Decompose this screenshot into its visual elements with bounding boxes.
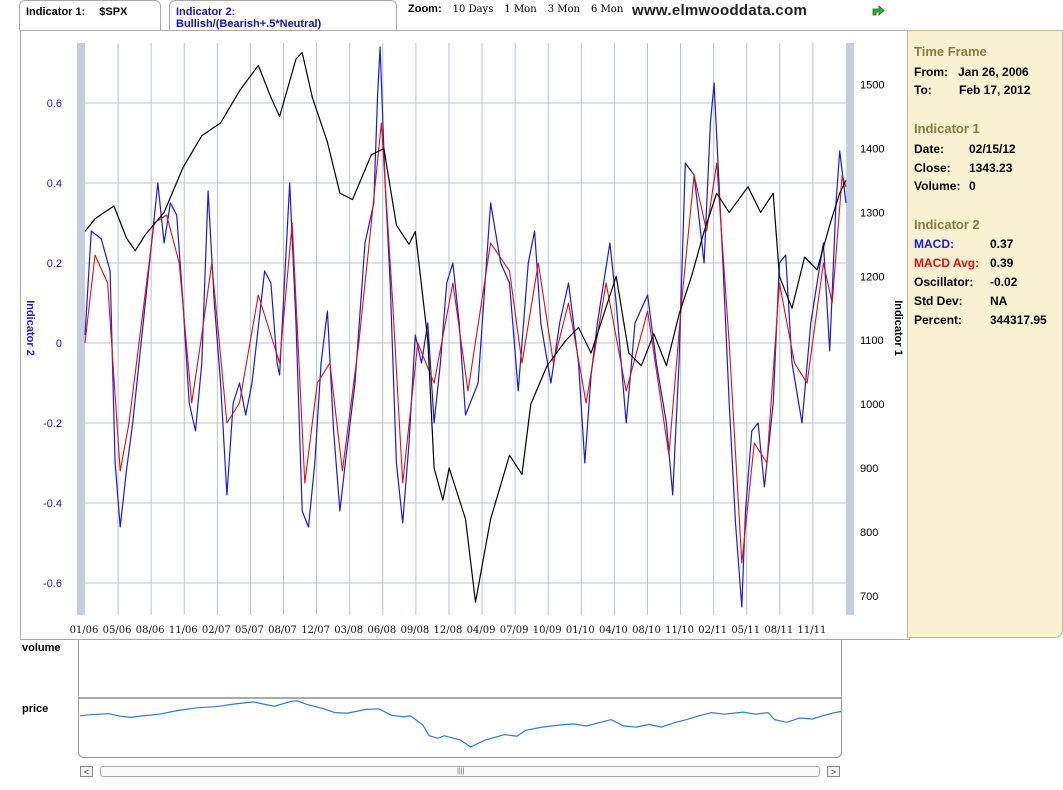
left-tick-label: 0.2	[47, 258, 62, 270]
right-tick-label: 1100	[860, 335, 884, 347]
x-tick-label: 05/07	[235, 625, 264, 636]
left-tick-label: -0.6	[43, 578, 62, 590]
main-chart[interactable]: 0.6 0.4 0.2 0 -0.2 -0.4 -0.6 1500 1400 1300 1200 1…	[0, 0, 906, 640]
x-tick-label: 05/11	[731, 625, 760, 636]
from-label: From:	[914, 65, 948, 79]
date-label: Date:	[914, 142, 945, 156]
volume-label: Volume:	[914, 179, 961, 193]
tab-indicator-2[interactable]: Indicator 2:Bullish/(Bearish+.5*Neutral)	[169, 0, 397, 30]
zoom-bar: Zoom: 10 Days 1 Mon 3 Mon 6 Mon	[408, 3, 623, 15]
overview-frame	[78, 640, 842, 758]
site-link[interactable]: www.elmwooddata.com	[632, 2, 808, 19]
volume-value: 0	[969, 179, 976, 193]
price-label-bottom: price	[22, 703, 49, 715]
macd-avg-value: 0.39	[990, 256, 1014, 270]
x-tick-label: 08/11	[764, 625, 793, 636]
right-axis-label: Indicator 1	[892, 300, 904, 356]
macd-avg-series-line	[84, 122, 847, 564]
x-tick-label: 04/10	[599, 625, 628, 636]
right-tick-label: 1500	[860, 80, 884, 92]
right-tick-label: 1400	[860, 143, 884, 155]
x-tick-label: 03/08	[334, 625, 363, 636]
indicator-2-title: Indicator 2	[914, 217, 980, 232]
x-tick-label: 09/08	[400, 625, 429, 636]
left-tick-label: -0.2	[43, 418, 62, 430]
overview-price-line	[79, 700, 842, 748]
x-tick-label: 02/07	[202, 625, 231, 636]
oscillator-label: Oscillator:	[914, 275, 974, 289]
x-tick-label: 11/06	[169, 625, 198, 636]
zoom-3-mon[interactable]: 3 Mon	[547, 4, 580, 15]
macd-avg-label: MACD Avg:	[914, 256, 980, 270]
to-value: Feb 17, 2012	[959, 83, 1031, 97]
tab-indicator-2-label: Indicator 2:	[176, 6, 236, 18]
x-tick-label: 12/08	[434, 625, 463, 636]
right-tick-label: 800	[860, 527, 878, 539]
x-tick-label: 07/09	[500, 625, 529, 636]
scrollbar-thumb[interactable]: ||||	[457, 768, 465, 775]
std-dev-label: Std Dev:	[914, 294, 963, 308]
percent-value: 344317.95	[990, 313, 1047, 327]
zoom-6-mon[interactable]: 6 Mon	[591, 4, 624, 15]
right-axis-bar	[846, 43, 854, 615]
spx-series-line	[84, 52, 847, 603]
chart-frame	[20, 30, 910, 640]
tab-indicator-2-value: Bullish/(Bearish+.5*Neutral)	[176, 18, 322, 30]
x-tick-label: 12/07	[301, 625, 330, 636]
to-label: To:	[914, 83, 932, 97]
x-tick-label: 11/11	[797, 625, 826, 636]
zoom-10-days[interactable]: 10 Days	[452, 4, 494, 15]
tab-indicator-1[interactable]: Indicator 1: $SPX	[19, 0, 161, 30]
x-tick-label: 10/09	[533, 625, 562, 636]
right-tick-label: 900	[860, 463, 878, 475]
x-tick-label: 04/09	[467, 625, 496, 636]
x-tick-label: 01/06	[70, 625, 99, 636]
volume-label-bottom: volume	[22, 642, 61, 654]
oscillator-value: -0.02	[990, 275, 1018, 289]
right-tick-label: 1200	[860, 271, 884, 283]
left-tick-label: 0.4	[47, 178, 62, 190]
info-panel: Time Frame From: Jan 26, 2006 To: Feb 17…	[907, 30, 1063, 638]
green-arrow-icon[interactable]	[870, 2, 886, 18]
left-tick-label: 0	[56, 338, 62, 350]
x-tick-label: 01/10	[566, 625, 595, 636]
right-tick-label: 700	[860, 591, 878, 603]
scroll-left-button[interactable]: <	[80, 766, 93, 777]
x-tick-label: 08/07	[268, 625, 297, 636]
macd-series-line	[84, 46, 847, 608]
left-axis-label: Indicator 2	[24, 300, 36, 356]
scroll-right-button[interactable]: >	[827, 766, 840, 777]
macd-value: 0.37	[990, 237, 1014, 251]
from-value: Jan 26, 2006	[958, 65, 1029, 79]
left-axis-bar	[77, 43, 85, 615]
x-tick-label: 11/10	[665, 625, 694, 636]
timeframe-title: Time Frame	[914, 44, 987, 59]
tab-indicator-1-label: Indicator 1:	[26, 6, 86, 18]
macd-label: MACD:	[914, 237, 954, 251]
percent-label: Percent:	[914, 313, 963, 327]
left-tick-label: 0.6	[47, 98, 62, 110]
zoom-1-mon[interactable]: 1 Mon	[504, 4, 537, 15]
x-tick-label: 02/11	[698, 625, 727, 636]
x-tick-label: 08/10	[632, 625, 661, 636]
close-label: Close:	[914, 161, 951, 175]
right-tick-label: 1000	[860, 399, 884, 411]
zoom-label: Zoom:	[408, 3, 442, 15]
date-value: 02/15/12	[969, 142, 1016, 156]
x-tick-label: 06/08	[367, 625, 396, 636]
std-dev-value: NA	[990, 294, 1008, 308]
x-tick-label: 08/06	[136, 625, 165, 636]
scrollbar-track[interactable]: ||||	[100, 766, 820, 777]
indicator-1-title: Indicator 1	[914, 121, 980, 136]
tab-indicator-1-value: $SPX	[99, 6, 128, 18]
x-tick-label: 05/06	[103, 625, 132, 636]
left-tick-label: -0.4	[43, 498, 62, 510]
right-tick-label: 1300	[860, 207, 884, 219]
close-value: 1343.23	[969, 161, 1013, 175]
overview-chart[interactable]	[0, 0, 850, 760]
